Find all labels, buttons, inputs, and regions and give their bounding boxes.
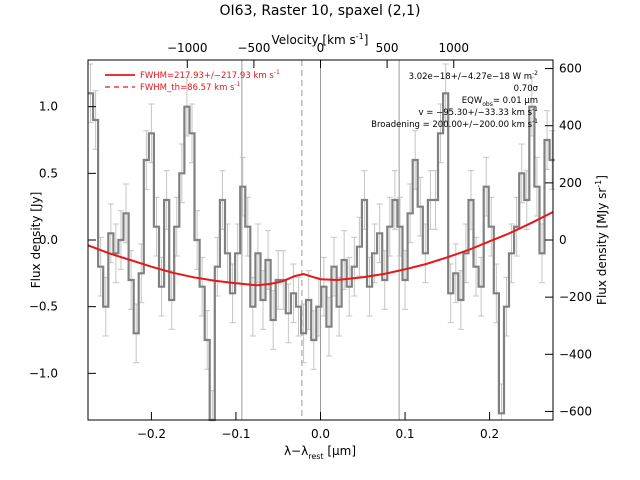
spectrum-step-line bbox=[88, 92, 555, 422]
y-axis-label: Flux density [Jy] bbox=[29, 192, 43, 289]
x-axis-label: λ−λrest [μm] bbox=[284, 444, 356, 461]
fit-annotations: 3.02e−18+/−4.27e−18 W m-2 0.70σ EQWobs= … bbox=[371, 70, 538, 130]
y-tick-label: −1.0 bbox=[29, 366, 58, 380]
right-tick-label: −600 bbox=[559, 404, 592, 418]
annotation-sigma: 0.70σ bbox=[514, 84, 539, 94]
right-tick-label: 0 bbox=[559, 233, 567, 247]
right-tick-label: −400 bbox=[559, 347, 592, 361]
top-tick-label: 0 bbox=[317, 41, 325, 55]
top-tick-label: 1000 bbox=[438, 41, 469, 55]
x-tick-label: −0.2 bbox=[137, 427, 166, 441]
x-tick-label: 0.1 bbox=[395, 427, 414, 441]
reference-lines bbox=[241, 60, 400, 420]
top-axis-label: Velocity [km s-1] bbox=[272, 32, 369, 47]
top-tick-label: −500 bbox=[237, 41, 270, 55]
annotation-velocity: v = −95.30+/−33.33 km s-1 bbox=[419, 106, 539, 118]
x-tick-label: 0.2 bbox=[480, 427, 499, 441]
fit-line bbox=[87, 211, 554, 287]
x-tick-label: −0.1 bbox=[221, 427, 250, 441]
right-tick-label: −200 bbox=[559, 290, 592, 304]
annotation-eqw: EQWobs= 0.01 μm bbox=[462, 96, 538, 108]
right-axis-label: Flux density [MJy sr-1] bbox=[594, 175, 609, 305]
axes: −0.2 −0.1 0.0 0.1 0.2 −1.0 −0.5 0.0 0.5 1.0 −1000 −… bbox=[29, 41, 592, 441]
y-tick-label: 0.5 bbox=[39, 166, 58, 180]
right-tick-label: 600 bbox=[559, 62, 582, 76]
top-tick-label: −1000 bbox=[167, 41, 208, 55]
chart-title: OI63, Raster 10, spaxel (2,1) bbox=[220, 3, 421, 19]
y-tick-label: −0.5 bbox=[29, 300, 58, 314]
annotation-broadening: Broadening = 200.00+/−200.00 km s-1 bbox=[371, 118, 538, 130]
legend-label-fwhm: FWHM=217.93+/−217.93 km s-1 bbox=[140, 69, 280, 81]
legend: FWHM=217.93+/−217.93 km s-1 FWHM_th=86.5… bbox=[105, 69, 280, 93]
y-tick-label: 1.0 bbox=[39, 100, 58, 114]
top-tick-label: 500 bbox=[376, 41, 399, 55]
right-tick-label: 200 bbox=[559, 176, 582, 190]
annotation-flux: 3.02e−18+/−4.27e−18 W m-2 bbox=[409, 70, 539, 82]
plot-area bbox=[87, 63, 556, 422]
y-tick-label: 0.0 bbox=[39, 233, 58, 247]
right-tick-label: 400 bbox=[559, 119, 582, 133]
legend-label-fwhm-th: FWHM_th=86.57 km s-1 bbox=[140, 81, 241, 93]
x-tick-label: 0.0 bbox=[311, 427, 330, 441]
